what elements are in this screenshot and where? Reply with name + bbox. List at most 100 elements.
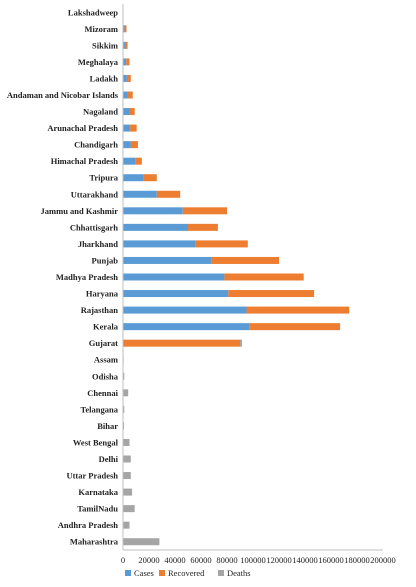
bar-cases-segment	[123, 108, 130, 116]
bar-deaths-segment	[123, 488, 133, 496]
bar-cases-segment	[123, 141, 131, 149]
x-tick-label: 120000	[266, 555, 292, 565]
category-label: Meghalaya	[78, 57, 119, 67]
category-label: Andhra Pradesh	[58, 520, 118, 530]
bar-recovered-segment	[130, 141, 138, 149]
bar-recovered-segment	[182, 207, 227, 215]
bar-recovered-segment	[124, 25, 127, 33]
category-label: Chennai	[87, 388, 118, 398]
category-label: Sikkim	[92, 40, 118, 50]
x-tick-label: 20000	[138, 555, 159, 565]
bar-recovered-segment	[126, 74, 131, 82]
category-label: Assam	[94, 355, 118, 365]
legend-swatch-cases	[125, 570, 131, 576]
category-label: Nagaland	[83, 107, 118, 117]
x-tick-label: 180000	[344, 555, 370, 565]
x-tick-label: 160000	[318, 555, 344, 565]
category-label: Ladakh	[90, 73, 119, 83]
x-axis-tick-labels: 0 20000 40000 60000 80000 100000 120000 140000 1…	[121, 555, 396, 565]
bar-cases-segment	[123, 41, 125, 49]
category-label: Uttarakhand	[71, 189, 119, 199]
bar-deaths-segment	[123, 372, 125, 380]
bar-deaths-segment	[123, 455, 131, 463]
bar-recovered-segment	[130, 124, 137, 132]
bar-cases-segment	[123, 273, 225, 281]
bar-cases-segment	[123, 58, 127, 66]
x-tick-label: 200000	[370, 555, 396, 565]
category-label: Uttar Pradesh	[66, 471, 118, 481]
x-tick-label: 100000	[240, 555, 266, 565]
bar-cases-segment	[123, 223, 188, 231]
category-label: West Bengal	[73, 437, 119, 447]
category-label: Lakshadweep	[68, 7, 118, 17]
bar-recovered-segment	[188, 223, 218, 231]
category-label: TamilNadu	[77, 504, 118, 514]
bar-cases-segment	[123, 306, 247, 314]
bar-deaths-segment	[123, 505, 135, 513]
bar-recovered-segment	[211, 256, 279, 264]
bar-recovered-segment	[135, 157, 142, 165]
category-label: Delhi	[99, 454, 119, 464]
bar-recovered-segment	[195, 240, 248, 248]
bar-recovered-segment	[143, 174, 157, 182]
bar-recovered-segment	[224, 273, 304, 281]
x-tick-label: 40000	[164, 555, 185, 565]
bar-cases-segment	[123, 157, 136, 165]
bar-recovered-segment	[249, 323, 341, 331]
bar-deaths-segment	[123, 389, 129, 397]
category-label: Gujarat	[89, 338, 118, 348]
x-tick-label: 0	[121, 555, 125, 565]
category-label: Punjab	[92, 255, 119, 265]
bar-recovered-segment	[129, 108, 135, 116]
bar-deaths-segment	[123, 472, 131, 480]
bar-recovered-segment	[228, 290, 315, 298]
bar-cases-segment	[123, 207, 183, 215]
bar-recovered-segment	[126, 58, 130, 66]
bar-deaths-segment	[123, 521, 130, 529]
bar-deaths-segment	[123, 405, 125, 413]
category-label: Chhattisgarh	[70, 222, 118, 232]
x-tick-label: 60000	[190, 555, 211, 565]
bar-recovered-segment	[156, 190, 181, 198]
category-label: Maharashtra	[70, 537, 119, 547]
legend-swatch-deaths	[218, 570, 224, 576]
x-tick-label: 140000	[292, 555, 318, 565]
bar-deaths-segment	[123, 422, 125, 430]
bar-deaths-segment	[240, 339, 242, 347]
bar-cases-segment	[123, 240, 196, 248]
category-label: Telangana	[81, 404, 119, 414]
category-label: Bihar	[97, 421, 118, 431]
category-label: Kerala	[93, 322, 119, 332]
bar-recovered-segment	[124, 41, 128, 49]
bar-cases-segment	[123, 25, 125, 33]
category-label: Chandigarh	[74, 140, 118, 150]
bar-recovered-segment	[127, 91, 133, 99]
category-label: Rajasthan	[81, 305, 119, 315]
category-label: Madhya Pradesh	[56, 272, 118, 282]
x-tick-label: 80000	[216, 555, 237, 565]
legend-label-cases: Cases	[134, 568, 154, 578]
category-label: Karnataka	[78, 487, 118, 497]
bar-recovered-segment	[246, 306, 350, 314]
category-label: Andaman and Nicobar Islands	[7, 90, 119, 100]
bar-cases-segment	[123, 174, 144, 182]
legend-label-recovered: Recovered	[168, 568, 205, 578]
bar-cases-segment	[123, 256, 212, 264]
bar-cases-segment	[123, 190, 157, 198]
bar-cases-segment	[123, 91, 128, 99]
bar-cases-segment	[123, 323, 250, 331]
category-label: Arunachal Pradesh	[47, 123, 118, 133]
bar-cases-segment	[123, 124, 131, 132]
legend-label-deaths: Deaths	[227, 568, 251, 578]
category-labels: Lakshadweep Mizoram Sikkim Meghalaya Ladakh A…	[7, 7, 119, 546]
bar-deaths-segment	[123, 438, 130, 446]
bar-cases-segment	[123, 74, 127, 82]
category-label: Mizoram	[84, 24, 118, 34]
bar-recovered-segment	[123, 339, 240, 347]
bar-deaths-segment	[123, 538, 160, 546]
category-label: Jammu and Kashmir	[41, 206, 119, 216]
category-label: Jharkhand	[78, 239, 118, 249]
bar-cases-segment	[123, 290, 229, 298]
legend: Cases Recovered Deaths	[125, 568, 251, 578]
